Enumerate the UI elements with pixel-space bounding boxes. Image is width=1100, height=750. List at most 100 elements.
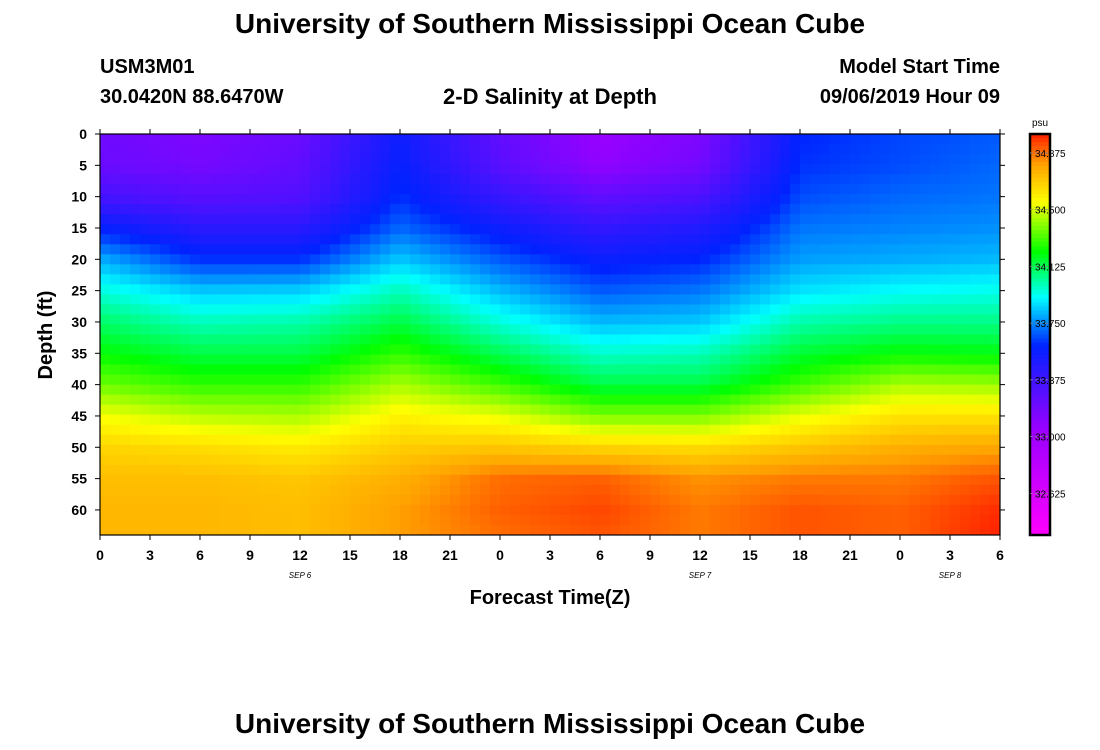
heatmap-cell bbox=[430, 214, 441, 225]
heatmap-cell bbox=[510, 394, 521, 406]
heatmap-cell bbox=[290, 494, 301, 506]
heatmap-cell bbox=[950, 484, 961, 496]
heatmap-cell bbox=[620, 454, 631, 466]
heatmap-cell bbox=[410, 234, 421, 245]
heatmap-cell bbox=[380, 134, 391, 145]
heatmap-cell bbox=[220, 314, 231, 326]
heatmap-cell bbox=[540, 514, 551, 526]
heatmap-cell bbox=[930, 144, 941, 155]
heatmap-cell bbox=[330, 444, 341, 456]
heatmap-cell bbox=[100, 474, 111, 486]
heatmap-cell bbox=[590, 424, 601, 436]
heatmap-cell bbox=[760, 364, 771, 376]
heatmap-cell bbox=[690, 504, 701, 516]
heatmap-cell bbox=[600, 274, 611, 285]
heatmap-cell bbox=[170, 464, 181, 476]
heatmap-cell bbox=[990, 184, 1000, 195]
x-tick-label: 6 bbox=[996, 547, 1004, 563]
heatmap-cell bbox=[500, 384, 511, 396]
heatmap-cell bbox=[120, 484, 131, 496]
heatmap-cell bbox=[630, 304, 641, 316]
heatmap-cell bbox=[570, 224, 581, 235]
heatmap-cell bbox=[470, 304, 481, 316]
heatmap-cell bbox=[460, 224, 471, 235]
heatmap-cell bbox=[880, 204, 891, 215]
heatmap-cell bbox=[420, 404, 431, 416]
heatmap-cell bbox=[610, 274, 621, 285]
heatmap-cell bbox=[870, 504, 881, 516]
heatmap-cell bbox=[610, 224, 621, 235]
heatmap-cell bbox=[760, 474, 771, 486]
heatmap-cell bbox=[440, 254, 451, 265]
heatmap-cell bbox=[590, 504, 601, 516]
heatmap-cell bbox=[330, 414, 341, 426]
heatmap-cell bbox=[520, 514, 531, 526]
heatmap-cell bbox=[830, 414, 841, 426]
x-tick-label: 6 bbox=[596, 547, 604, 563]
heatmap-cell bbox=[930, 324, 941, 336]
heatmap-cell bbox=[720, 344, 731, 356]
heatmap-cell bbox=[430, 494, 441, 506]
heatmap-cell bbox=[450, 214, 461, 225]
heatmap-cell bbox=[510, 294, 521, 306]
heatmap-cell bbox=[530, 164, 541, 175]
heatmap-cell bbox=[790, 154, 801, 165]
heatmap-cell bbox=[100, 274, 111, 285]
colorbar-segment bbox=[1030, 294, 1050, 300]
heatmap-cell bbox=[910, 264, 921, 275]
heatmap-cell bbox=[860, 214, 871, 225]
heatmap-cell bbox=[680, 514, 691, 526]
heatmap-cell bbox=[190, 154, 201, 165]
heatmap-cell bbox=[940, 224, 951, 235]
heatmap-cell bbox=[180, 484, 191, 496]
heatmap-cell bbox=[290, 524, 301, 535]
heatmap-cell bbox=[730, 424, 741, 436]
heatmap-cell bbox=[970, 504, 981, 516]
colorbar-segment bbox=[1030, 326, 1050, 332]
heatmap-cell bbox=[530, 504, 541, 516]
heatmap-cell bbox=[480, 164, 491, 175]
heatmap-cell bbox=[790, 254, 801, 265]
heatmap-cell bbox=[220, 324, 231, 336]
heatmap-cell bbox=[440, 494, 451, 506]
heatmap-cell bbox=[720, 154, 731, 165]
heatmap-cell bbox=[670, 144, 681, 155]
heatmap-cell bbox=[960, 394, 971, 406]
heatmap-cell bbox=[850, 164, 861, 175]
heatmap-cell bbox=[390, 164, 401, 175]
heatmap-cell bbox=[160, 264, 171, 275]
heatmap-cell bbox=[800, 324, 811, 336]
heatmap-cell bbox=[760, 274, 771, 285]
heatmap-cell bbox=[710, 374, 721, 386]
heatmap-cell bbox=[500, 414, 511, 426]
heatmap-cell bbox=[320, 264, 331, 275]
heatmap-cell bbox=[360, 274, 371, 285]
heatmap-cell bbox=[460, 404, 471, 416]
heatmap-cell bbox=[490, 274, 501, 285]
heatmap-cell bbox=[970, 434, 981, 446]
heatmap-cell bbox=[400, 424, 411, 436]
heatmap-cell bbox=[700, 254, 711, 265]
heatmap-cell bbox=[130, 524, 141, 535]
heatmap-cell bbox=[660, 414, 671, 426]
heatmap-cell bbox=[720, 524, 731, 535]
heatmap-cell bbox=[560, 374, 571, 386]
heatmap-cell bbox=[730, 394, 741, 406]
heatmap-cell bbox=[150, 134, 161, 145]
heatmap-cell bbox=[310, 254, 321, 265]
heatmap-cell bbox=[490, 164, 501, 175]
heatmap-cell bbox=[410, 444, 421, 456]
heatmap-cell bbox=[370, 304, 381, 316]
heatmap-cell bbox=[410, 434, 421, 446]
heatmap-cell bbox=[220, 374, 231, 386]
heatmap-cell bbox=[940, 384, 951, 396]
heatmap-cell bbox=[680, 164, 691, 175]
heatmap-cell bbox=[690, 144, 701, 155]
heatmap-cell bbox=[470, 154, 481, 165]
heatmap-cell bbox=[930, 454, 941, 466]
heatmap-cell bbox=[250, 484, 261, 496]
heatmap-cell bbox=[340, 314, 351, 326]
heatmap-cell bbox=[670, 284, 681, 296]
heatmap-cell bbox=[480, 404, 491, 416]
heatmap-cell bbox=[850, 344, 861, 356]
